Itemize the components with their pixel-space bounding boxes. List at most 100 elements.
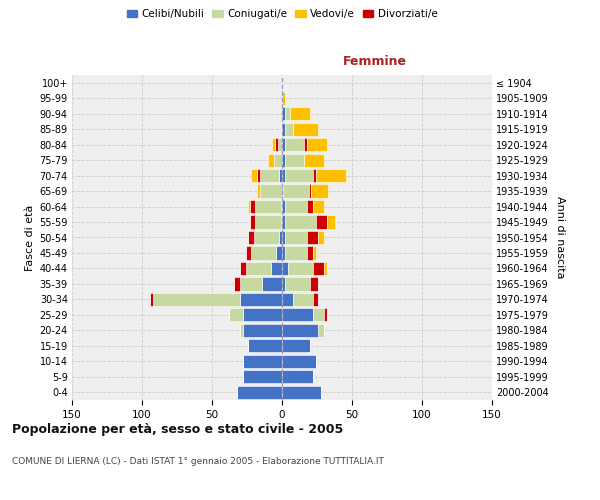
Bar <box>285 278 310 290</box>
Bar <box>287 262 313 275</box>
Bar <box>310 278 319 290</box>
Bar <box>279 169 282 182</box>
Bar <box>282 308 313 322</box>
Bar <box>313 246 316 260</box>
Bar <box>282 246 285 260</box>
Bar <box>243 370 282 384</box>
Bar <box>262 278 282 290</box>
Bar <box>281 200 282 213</box>
Bar <box>282 184 283 198</box>
Bar <box>271 262 282 275</box>
Bar <box>282 169 285 182</box>
Bar <box>285 246 307 260</box>
Bar <box>313 200 324 213</box>
Bar <box>304 154 324 166</box>
Bar <box>243 324 282 337</box>
Bar <box>275 138 278 151</box>
Bar <box>248 340 282 352</box>
Y-axis label: Anni di nascita: Anni di nascita <box>554 196 565 279</box>
Bar <box>307 246 313 260</box>
Bar <box>313 308 324 322</box>
Bar <box>290 107 310 120</box>
Bar <box>319 231 324 244</box>
Bar <box>282 154 285 166</box>
Bar <box>313 293 319 306</box>
Bar <box>285 107 290 120</box>
Bar <box>327 216 335 228</box>
Bar <box>282 340 310 352</box>
Bar <box>274 154 282 166</box>
Bar <box>282 122 285 136</box>
Bar <box>250 200 256 213</box>
Bar <box>307 138 327 151</box>
Bar <box>240 262 245 275</box>
Bar <box>293 122 319 136</box>
Bar <box>240 278 262 290</box>
Bar <box>282 262 287 275</box>
Bar <box>153 293 240 306</box>
Bar <box>229 308 243 322</box>
Bar <box>283 184 308 198</box>
Bar <box>245 262 271 275</box>
Bar <box>282 370 313 384</box>
Bar <box>237 386 282 399</box>
Bar <box>151 293 153 306</box>
Bar <box>285 216 316 228</box>
Bar <box>256 216 281 228</box>
Bar <box>250 216 256 228</box>
Bar <box>256 200 281 213</box>
Bar <box>282 386 321 399</box>
Bar <box>313 169 316 182</box>
Bar <box>260 184 282 198</box>
Bar <box>281 216 282 228</box>
Bar <box>285 122 293 136</box>
Bar <box>278 138 282 151</box>
Bar <box>260 169 279 182</box>
Bar <box>285 200 307 213</box>
Bar <box>282 138 285 151</box>
Bar <box>254 231 279 244</box>
Bar <box>282 293 293 306</box>
Y-axis label: Fasce di età: Fasce di età <box>25 204 35 270</box>
Bar <box>285 154 304 166</box>
Text: COMUNE DI LIERNA (LC) - Dati ISTAT 1° gennaio 2005 - Elaborazione TUTTITALIA.IT: COMUNE DI LIERNA (LC) - Dati ISTAT 1° ge… <box>12 458 384 466</box>
Bar <box>251 246 277 260</box>
Bar <box>240 324 243 337</box>
Bar <box>285 231 307 244</box>
Bar <box>282 92 285 105</box>
Bar <box>307 231 319 244</box>
Bar <box>257 169 260 182</box>
Bar <box>279 231 282 244</box>
Bar <box>243 354 282 368</box>
Legend: Celibi/Nubili, Coniugati/e, Vedovi/e, Divorziati/e: Celibi/Nubili, Coniugati/e, Vedovi/e, Di… <box>122 5 442 24</box>
Bar <box>319 324 324 337</box>
Bar <box>282 278 285 290</box>
Bar <box>257 184 260 198</box>
Bar <box>240 293 282 306</box>
Bar <box>235 278 240 290</box>
Bar <box>304 138 307 151</box>
Bar <box>251 169 257 182</box>
Bar <box>243 308 282 322</box>
Text: Popolazione per età, sesso e stato civile - 2005: Popolazione per età, sesso e stato civil… <box>12 422 343 436</box>
Bar <box>282 231 285 244</box>
Bar <box>308 184 311 198</box>
Bar <box>248 231 254 244</box>
Bar <box>248 200 250 213</box>
Bar <box>282 200 285 213</box>
Bar <box>277 246 282 260</box>
Bar <box>285 138 304 151</box>
Bar <box>313 262 324 275</box>
Text: Femmine: Femmine <box>343 56 406 68</box>
Bar <box>282 354 316 368</box>
Bar <box>282 107 285 120</box>
Bar <box>324 262 327 275</box>
Bar <box>307 200 313 213</box>
Bar <box>285 169 313 182</box>
Bar <box>316 216 327 228</box>
Bar <box>281 122 282 136</box>
Bar <box>272 138 275 151</box>
Bar <box>316 169 346 182</box>
Bar <box>311 184 328 198</box>
Bar <box>282 216 285 228</box>
